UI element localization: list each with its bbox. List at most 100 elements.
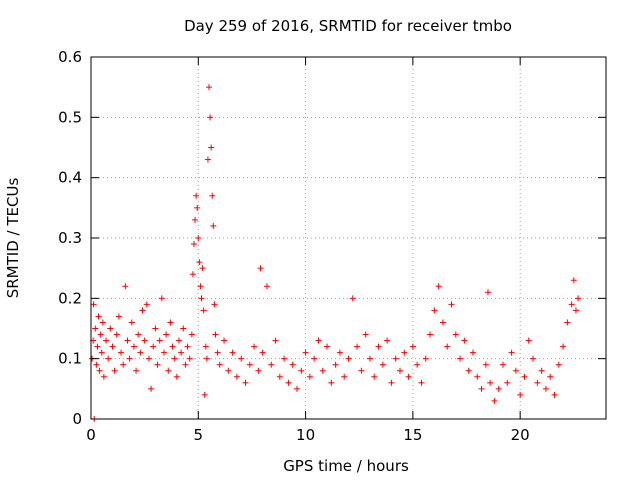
data-point: [564, 319, 571, 326]
data-point: [332, 361, 339, 368]
data-point: [401, 349, 408, 356]
data-point: [130, 343, 137, 350]
data-point: [221, 337, 228, 344]
y-axis-title: SRMTID / TECUs: [4, 178, 22, 299]
data-point: [257, 265, 264, 272]
data-point: [405, 373, 412, 380]
data-point: [366, 355, 373, 362]
data-points: [89, 84, 582, 422]
data-point: [150, 343, 157, 350]
data-point: [444, 343, 451, 350]
data-point: [551, 391, 558, 398]
data-point: [200, 307, 207, 314]
data-point: [97, 331, 104, 338]
data-point: [371, 373, 378, 380]
data-point: [397, 367, 403, 374]
y-tick-label: 0.4: [58, 169, 82, 187]
data-point: [197, 283, 204, 290]
data-point: [128, 319, 135, 326]
data-point: [324, 343, 331, 350]
y-tick-label: 0.3: [58, 229, 82, 247]
data-point: [517, 391, 524, 398]
data-point: [158, 295, 165, 302]
data-point: [175, 337, 182, 344]
data-point: [137, 349, 144, 356]
data-point: [568, 301, 575, 308]
data-point: [272, 337, 279, 344]
data-point: [152, 325, 159, 332]
data-point: [294, 385, 300, 392]
data-point: [281, 355, 288, 362]
data-point: [336, 349, 343, 356]
data-point: [214, 349, 221, 356]
data-point: [188, 331, 195, 338]
data-point: [148, 385, 155, 392]
data-point: [409, 343, 416, 350]
data-point: [204, 156, 211, 163]
data-point: [120, 361, 127, 368]
data-point: [547, 373, 554, 380]
grid-lines: [91, 57, 606, 419]
data-point: [135, 331, 142, 338]
data-point: [169, 343, 176, 350]
data-point: [203, 355, 210, 362]
data-point: [504, 379, 511, 386]
data-point: [525, 337, 532, 344]
data-point: [139, 307, 146, 314]
data-point: [198, 295, 205, 302]
data-point: [171, 355, 178, 362]
data-point: [94, 343, 101, 350]
data-point: [113, 331, 120, 338]
data-point: [165, 367, 172, 374]
data-point: [530, 355, 537, 362]
data-point: [109, 343, 116, 350]
data-point: [194, 204, 201, 211]
data-point: [392, 355, 399, 362]
data-point: [388, 379, 395, 386]
data-point: [154, 361, 161, 368]
data-point: [141, 337, 148, 344]
data-point: [173, 373, 180, 380]
data-point: [186, 355, 193, 362]
y-tick-label: 0.2: [58, 289, 82, 307]
data-point: [469, 349, 476, 356]
data-point: [298, 367, 305, 374]
data-point: [435, 283, 442, 290]
data-point: [124, 337, 131, 344]
data-point: [192, 216, 199, 223]
data-point: [384, 337, 391, 344]
data-point: [285, 379, 292, 386]
data-point: [216, 361, 223, 368]
data-point: [482, 361, 489, 368]
data-point: [238, 355, 245, 362]
data-point: [156, 337, 163, 344]
y-tick-label: 0.5: [58, 108, 82, 126]
data-point: [202, 343, 209, 350]
data-point: [115, 313, 122, 320]
data-point: [328, 379, 335, 386]
data-point: [210, 222, 217, 229]
data-point: [422, 355, 429, 362]
data-point: [375, 343, 382, 350]
data-point: [225, 367, 232, 374]
data-point: [118, 349, 125, 356]
data-point: [195, 235, 202, 241]
data-point: [206, 84, 213, 91]
data-point: [457, 355, 464, 362]
data-point: [542, 385, 549, 392]
data-point: [521, 373, 528, 380]
data-point: [92, 325, 99, 332]
data-point: [178, 349, 185, 356]
data-point: [349, 295, 356, 302]
data-point: [209, 192, 216, 199]
data-point: [98, 349, 105, 356]
data-point: [461, 337, 468, 344]
y-tick-label: 0.6: [58, 48, 82, 66]
data-point: [484, 289, 491, 296]
data-point: [289, 361, 296, 368]
data-point: [95, 313, 102, 320]
data-point: [315, 337, 322, 344]
axis-ticks: 0 0.1 0.2 0.3 0.4 0.5 0.6 0 5 10 15 20: [58, 48, 606, 444]
data-point: [427, 331, 434, 338]
